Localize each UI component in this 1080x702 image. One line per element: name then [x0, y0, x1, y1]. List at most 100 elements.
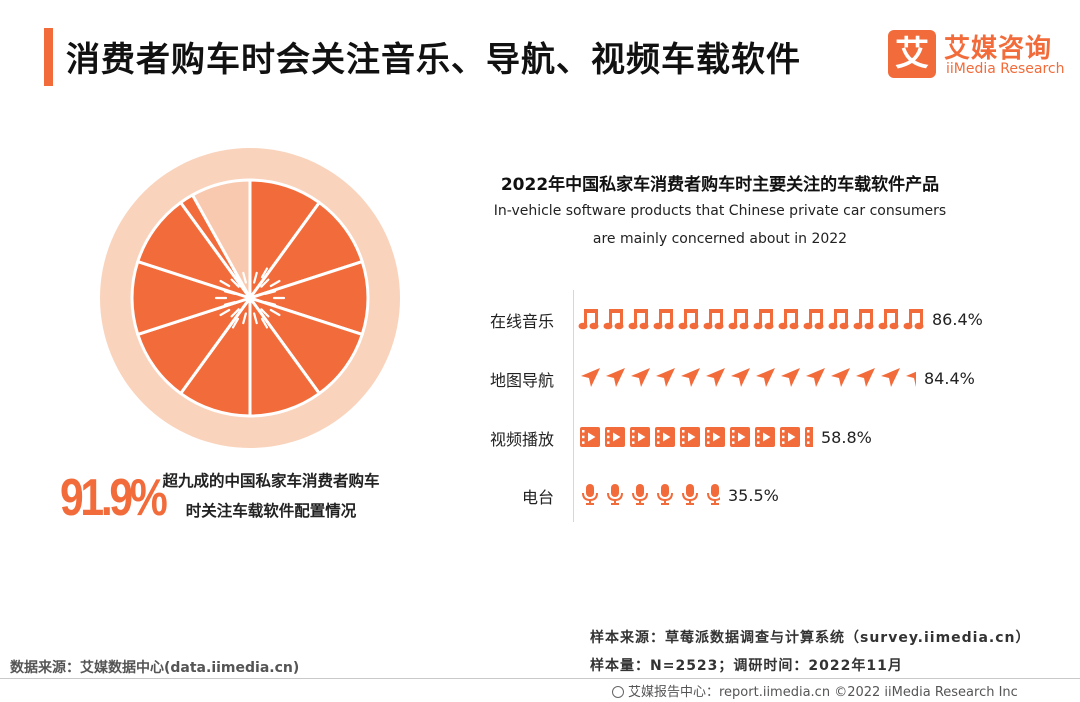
pie-center-dash [260, 308, 270, 318]
pie-center-dash [223, 290, 236, 295]
bar-video [578, 423, 813, 451]
microphone-icon [707, 484, 720, 505]
logo-name-cn: 艾媒咨询 [944, 34, 1053, 64]
logo-mark: 艾 [888, 30, 936, 78]
pie-center-dash [223, 301, 236, 306]
highlight-description: 超九成的中国私家车消费者购车 时关注车载软件配置情况 [136, 466, 406, 526]
film-play-icon [805, 427, 813, 447]
footer-text: 艾媒报告中心：report.iimedia.cn ©2022 iiMedia R… [628, 685, 1018, 700]
pie-center-dash [230, 278, 240, 288]
pie-center-dash [253, 271, 258, 284]
logo-name-en: iiMedia Research [946, 61, 1065, 77]
navigation-arrow-icon [881, 368, 900, 387]
music-note-icon [603, 309, 624, 330]
music-note-icon [878, 309, 899, 330]
pie-center-dash [242, 312, 247, 325]
music-note-icon [728, 309, 749, 330]
film-play-icon [780, 427, 800, 447]
bar-label-video: 视频播放 [489, 430, 554, 449]
bar-value-radio: 35.5% [728, 486, 779, 505]
microphone-icon [682, 484, 698, 505]
pie-center-dash [269, 279, 281, 288]
pie-center-dash [260, 278, 270, 288]
navigation-arrow-icon [656, 368, 675, 387]
highlight-desc-line2: 时关注车载软件配置情况 [185, 502, 357, 520]
bar-navigation [578, 364, 916, 392]
pie-center-dash [219, 279, 231, 288]
brand-logo: 艾 艾媒咨询 iiMedia Research [888, 30, 1068, 82]
highlight-percent: 91.9% [60, 469, 168, 527]
navigation-arrow-icon [706, 368, 725, 387]
pie-center-dash [260, 267, 269, 279]
film-play-icon [730, 427, 750, 447]
bar-label-navigation: 地图导航 [489, 371, 554, 390]
navigation-arrow-icon [681, 368, 700, 387]
music-note-icon [578, 309, 599, 330]
bar-value-music: 86.4% [932, 310, 983, 329]
chart-axis-line [573, 290, 574, 522]
highlight-desc-line1: 超九成的中国私家车消费者购车 [162, 472, 380, 490]
footer: 艾媒报告中心：report.iimedia.cn ©2022 iiMedia R… [612, 681, 1018, 700]
bar-radio [578, 481, 720, 509]
navigation-arrow-icon [731, 368, 750, 387]
bar-icons-svg [582, 484, 720, 505]
pie-center-dash [230, 308, 240, 318]
music-note-icon [778, 309, 799, 330]
sample-size-note: 样本量：N=2523；调研时间：2022年11月 [590, 658, 903, 674]
microphone-icon [607, 484, 623, 505]
navigation-arrow-icon [806, 368, 825, 387]
bar-icons-svg [580, 427, 813, 447]
bar-value-video: 58.8% [821, 428, 872, 447]
pie-center-dash [231, 317, 240, 329]
navigation-arrow-icon [756, 368, 775, 387]
title-accent-bar [44, 28, 53, 86]
music-note-icon [628, 309, 649, 330]
navigation-arrow-icon [581, 368, 600, 387]
navigation-arrow-icon [631, 368, 650, 387]
bar-music [578, 305, 924, 333]
microphone-icon [632, 484, 648, 505]
navigation-arrow-icon [831, 368, 850, 387]
navigation-arrow-icon [781, 368, 800, 387]
navigation-arrow-icon [906, 371, 916, 387]
film-play-icon [630, 427, 650, 447]
film-play-icon [655, 427, 675, 447]
pie-center-dash [264, 290, 277, 295]
pie-center-dash [269, 308, 281, 317]
bar-icons-svg [578, 309, 924, 330]
bar-icons-svg [581, 368, 916, 387]
pie-slice-remainder [191, 178, 252, 300]
film-play-icon [755, 427, 775, 447]
sample-source-note: 样本来源：草莓派数据调查与计算系统（survey.iimedia.cn） [590, 630, 1031, 646]
page-title: 消费者购车时会关注音乐、导航、视频车载软件 [66, 40, 801, 80]
film-play-icon [680, 427, 700, 447]
film-play-icon [580, 427, 600, 447]
music-note-icon [703, 309, 724, 330]
music-note-icon [753, 309, 774, 330]
music-note-icon [853, 309, 874, 330]
chart-subtitle-line1: In-vehicle software products that Chines… [493, 203, 947, 219]
pie-center-dash [242, 271, 247, 284]
navigation-arrow-icon [856, 368, 875, 387]
pie-center-dash [231, 267, 240, 279]
music-note-icon [803, 309, 824, 330]
bar-label-radio: 电台 [521, 488, 554, 507]
globe-icon [612, 686, 624, 698]
music-note-icon [903, 309, 924, 330]
data-source-note: 数据来源：艾媒数据中心(data.iimedia.cn) [10, 660, 300, 676]
pie-chart [100, 148, 400, 448]
pie-center-dash [219, 308, 231, 317]
film-play-icon [705, 427, 725, 447]
pie-center-dash [253, 312, 258, 325]
music-note-icon [828, 309, 849, 330]
footer-divider [0, 678, 1080, 679]
navigation-arrow-icon [606, 368, 625, 387]
music-note-icon [653, 309, 674, 330]
bar-label-music: 在线音乐 [489, 312, 554, 331]
bar-value-navigation: 84.4% [924, 369, 975, 388]
pie-svg [100, 148, 400, 448]
chart-subtitle-line2: are mainly concerned about in 2022 [592, 231, 848, 247]
pie-center-dash [260, 317, 269, 329]
pie-center-dash [264, 301, 277, 306]
microphone-icon [657, 484, 673, 505]
